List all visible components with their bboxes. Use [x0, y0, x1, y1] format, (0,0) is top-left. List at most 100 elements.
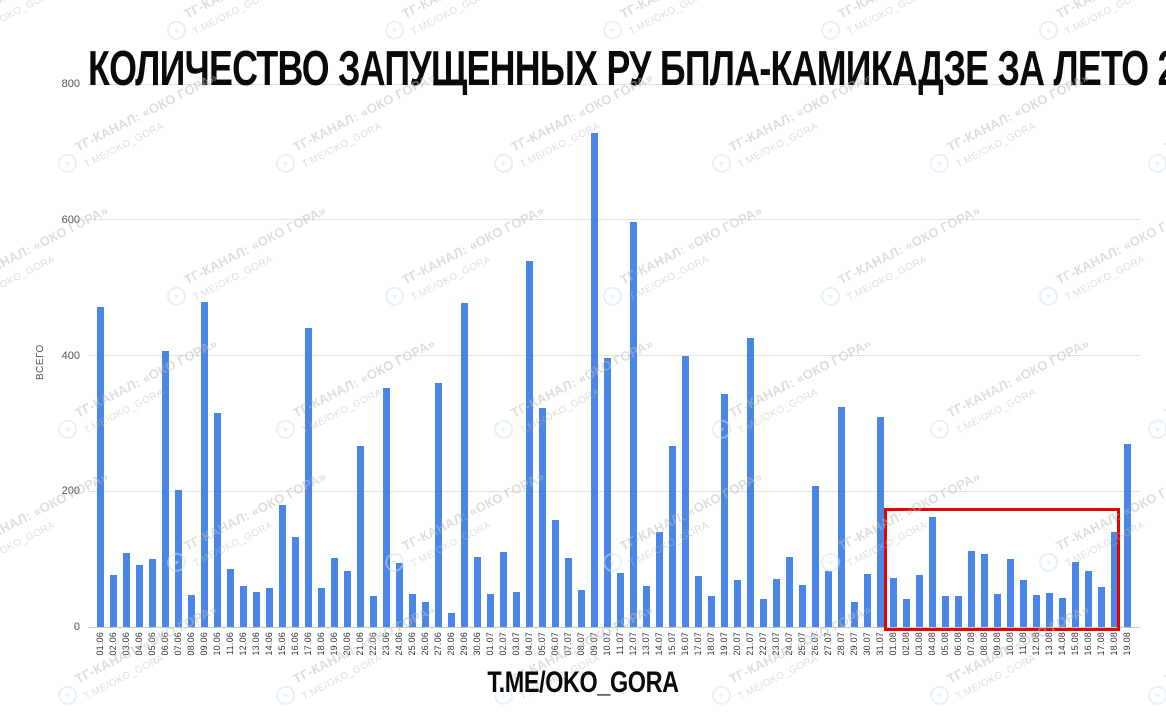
bar-10.07 — [603, 357, 611, 627]
x-tick-24.06: 24.06 — [394, 632, 404, 656]
x-tick-03.06: 03.06 — [121, 632, 131, 656]
x-tick-14.08: 14.08 — [1057, 632, 1067, 656]
x-tick-05.07: 05.07 — [537, 632, 547, 656]
y-axis-title: ВСЕГО — [35, 344, 46, 380]
x-tick-11.08: 11.08 — [1018, 632, 1028, 655]
x-tick-12.06: 12.06 — [238, 632, 248, 656]
bar-05.08 — [941, 595, 949, 627]
bar-09.07 — [590, 132, 598, 627]
x-tick-16.06: 16.06 — [290, 632, 300, 656]
bar-20.07 — [733, 579, 741, 627]
x-tick-08.08: 08.08 — [979, 632, 989, 656]
bar-06.07 — [551, 520, 559, 627]
bar-18.08 — [1110, 531, 1118, 627]
x-tick-07.06: 07.06 — [173, 632, 183, 656]
x-tick-21.07: 21.07 — [745, 632, 755, 656]
bar-16.08 — [1084, 570, 1092, 627]
bar-03.06 — [122, 553, 130, 627]
bar-29.07 — [850, 601, 858, 627]
x-tick-07.07: 07.07 — [563, 632, 573, 656]
bar-13.08 — [1045, 593, 1053, 627]
x-tick-19.08: 19.08 — [1122, 632, 1132, 656]
gridline-400 — [88, 355, 1140, 356]
x-tick-11.06: 11.06 — [225, 632, 235, 655]
x-tick-23.06: 23.06 — [381, 632, 391, 656]
x-tick-05.08: 05.08 — [940, 632, 950, 656]
x-tick-28.06: 28.06 — [446, 632, 456, 656]
x-tick-09.07: 09.07 — [589, 632, 599, 656]
bar-07.08 — [967, 550, 975, 627]
bar-04.06 — [135, 564, 143, 627]
x-tick-20.06: 20.06 — [342, 632, 352, 656]
bar-21.06 — [356, 445, 364, 627]
bar-15.08 — [1071, 561, 1079, 627]
bar-30.06 — [473, 557, 481, 627]
bar-28.06 — [447, 613, 455, 627]
x-tick-26.07: 26.07 — [810, 632, 820, 656]
x-tick-25.07: 25.07 — [797, 632, 807, 656]
bar-06.08 — [954, 596, 962, 627]
bar-19.07 — [720, 393, 728, 627]
bar-14.07 — [655, 531, 663, 627]
x-tick-17.08: 17.08 — [1096, 632, 1106, 656]
bar-06.06 — [161, 350, 169, 627]
x-tick-29.06: 29.06 — [459, 632, 469, 656]
y-tick-600: 600 — [61, 213, 80, 226]
y-tick-0: 0 — [73, 621, 80, 633]
x-tick-02.07: 02.07 — [498, 632, 508, 656]
bar-05.06 — [148, 559, 156, 627]
x-tick-13.06: 13.06 — [251, 632, 261, 656]
bar-28.07 — [837, 407, 845, 627]
x-tick-08.07: 08.07 — [576, 632, 586, 656]
x-tick-22.07: 22.07 — [758, 632, 768, 656]
bar-22.07 — [759, 598, 767, 627]
bar-27.07 — [824, 570, 832, 627]
x-tick-01.06: 01.06 — [95, 632, 105, 656]
bar-02.08 — [902, 598, 910, 627]
x-tick-14.06: 14.06 — [264, 632, 274, 656]
y-tick-400: 400 — [61, 349, 80, 362]
bar-23.07 — [772, 578, 780, 627]
bar-14.08 — [1058, 597, 1066, 627]
x-tick-16.07: 16.07 — [680, 632, 690, 656]
x-tick-28.07: 28.07 — [836, 632, 846, 656]
bar-11.06 — [226, 569, 234, 627]
x-tick-02.08: 02.08 — [901, 632, 911, 656]
bar-08.06 — [187, 595, 195, 627]
bar-12.08 — [1032, 595, 1040, 627]
x-tick-15.06: 15.06 — [277, 632, 287, 656]
bar-13.07 — [642, 586, 650, 627]
x-tick-31.07: 31.07 — [875, 632, 885, 656]
bar-03.07 — [512, 591, 520, 627]
bar-25.07 — [798, 584, 806, 627]
bar-27.06 — [434, 382, 442, 627]
x-tick-23.07: 23.07 — [771, 632, 781, 656]
x-tick-06.07: 06.07 — [550, 632, 560, 656]
x-tick-22.06: 22.06 — [368, 632, 378, 656]
x-tick-15.07: 15.07 — [667, 632, 677, 656]
bar-02.07 — [499, 552, 507, 627]
x-tick-09.06: 09.06 — [199, 632, 209, 656]
x-tick-03.07: 03.07 — [511, 632, 521, 656]
bar-22.06 — [369, 595, 377, 627]
bar-12.06 — [239, 585, 247, 627]
x-tick-01.07: 01.07 — [485, 632, 495, 656]
x-tick-04.07: 04.07 — [524, 632, 534, 656]
gridline-200 — [88, 490, 1140, 492]
bar-26.07 — [811, 485, 819, 627]
bar-21.07 — [746, 337, 754, 627]
bar-07.06 — [174, 489, 182, 627]
bar-15.06 — [278, 504, 286, 627]
bar-01.07 — [486, 594, 494, 627]
x-tick-30.06: 30.06 — [472, 632, 482, 656]
bar-10.08 — [1006, 559, 1014, 627]
highlight-box-august — [884, 508, 1120, 631]
bar-19.08 — [1123, 443, 1131, 627]
footer-channel-link: T.ME/OKO_GORA — [487, 666, 679, 699]
bar-01.08 — [889, 578, 897, 627]
x-tick-13.08: 13.08 — [1044, 632, 1054, 656]
x-tick-14.07: 14.07 — [654, 632, 664, 656]
bar-24.07 — [785, 557, 793, 627]
bar-17.06 — [304, 328, 312, 627]
